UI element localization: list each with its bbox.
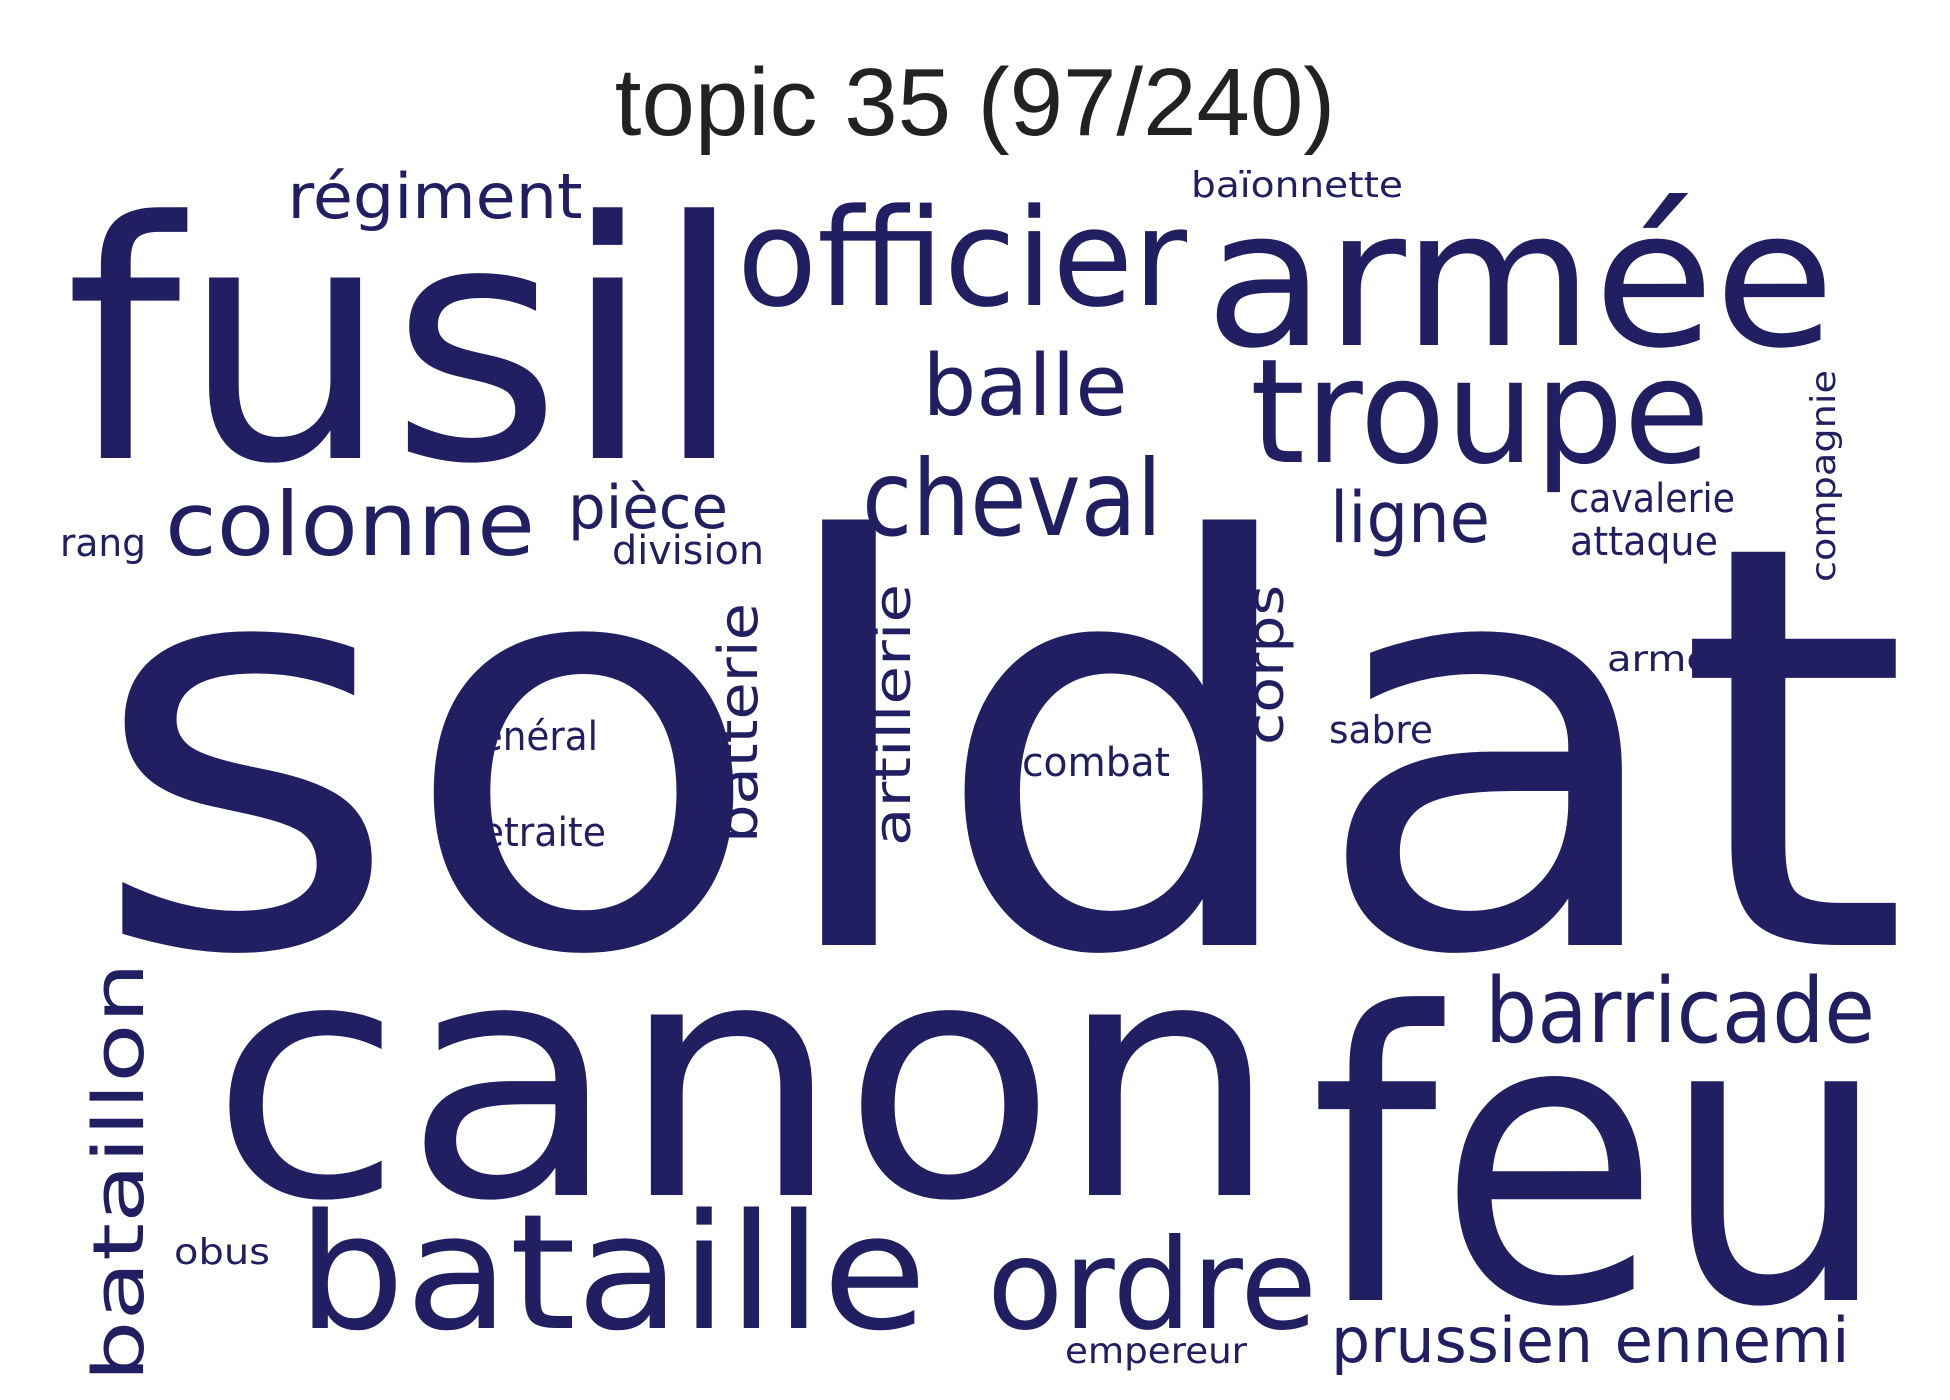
word-cavalerie: cavalerie <box>1569 476 1735 522</box>
word-regiment: régiment <box>288 160 583 233</box>
word-sabre: sabre <box>1329 708 1433 752</box>
word-balle: balle <box>923 337 1128 436</box>
word-prussien: prussien <box>1331 1304 1593 1377</box>
word-attaque: attaque <box>1570 519 1718 565</box>
word-cheval: cheval <box>862 438 1162 560</box>
word-rang: rang <box>60 521 146 565</box>
word-general: général <box>456 714 598 760</box>
word-fusil: fusil <box>65 152 745 536</box>
word-ennemi: ennemi <box>1615 1304 1850 1377</box>
word-artillerie: artillerie <box>864 584 922 846</box>
word-baionnette: baïonnette <box>1191 165 1403 206</box>
word-retraite: retraite <box>466 810 606 856</box>
word-canon: canon <box>210 889 1280 1273</box>
word-empereur: empereur <box>1065 1331 1247 1372</box>
word-piece: pièce <box>568 473 728 543</box>
word-feu: feu <box>1310 930 1890 1395</box>
word-bataillon: bataillon <box>78 962 160 1382</box>
word-troupe: troupe <box>1250 328 1710 497</box>
word-compagnie: compagnie <box>1804 370 1844 582</box>
word-barricade: barricade <box>1485 959 1875 1064</box>
word-corps: corps <box>1237 585 1295 745</box>
word-armee: armée <box>1205 169 1835 390</box>
figure-title: topic 35 (97/240) <box>614 49 1336 156</box>
word-colonne: colonne <box>165 473 535 576</box>
word-obus: obus <box>174 1232 270 1273</box>
word-arme: arme <box>1607 639 1711 680</box>
word-officier: officier <box>737 180 1187 337</box>
word-division: division <box>612 528 764 574</box>
word-ordre: ordre <box>987 1213 1317 1358</box>
word-bataille: bataille <box>297 1179 927 1366</box>
word-combat: combat <box>1022 740 1170 786</box>
word-soldat: soldat <box>90 426 1910 1078</box>
word-ligne: ligne <box>1330 477 1490 559</box>
word-batterie: batterie <box>707 603 770 843</box>
